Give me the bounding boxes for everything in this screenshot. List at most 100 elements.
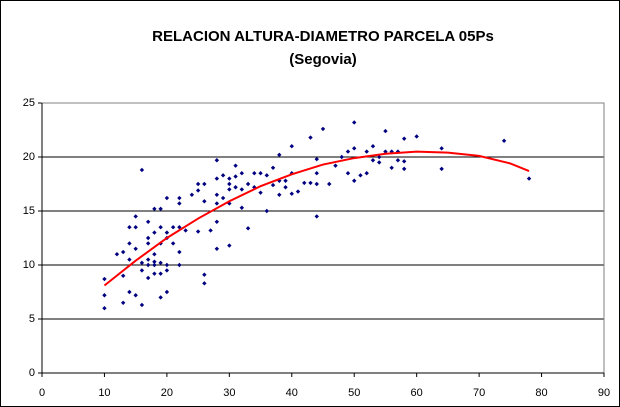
point <box>501 138 507 143</box>
x-tick-label: 20 <box>161 387 173 399</box>
y-tick-label: 0 <box>29 367 35 379</box>
point <box>158 225 163 230</box>
point <box>227 176 232 181</box>
point <box>170 225 176 230</box>
point <box>295 189 301 194</box>
point <box>202 181 207 187</box>
point <box>264 208 269 214</box>
point <box>158 271 163 276</box>
point <box>127 289 132 295</box>
point <box>127 225 132 230</box>
chart-title: RELACION ALTURA-DIAMETRO PARCELA 05Ps <box>152 28 494 45</box>
point <box>208 228 213 233</box>
y-tick-label: 5 <box>29 313 35 325</box>
point <box>370 144 376 149</box>
point <box>145 219 151 224</box>
point <box>183 228 188 233</box>
point <box>164 268 170 273</box>
point <box>233 163 238 168</box>
point <box>395 158 401 163</box>
point <box>308 135 313 140</box>
point <box>120 249 126 255</box>
point <box>339 154 344 160</box>
point <box>283 185 288 190</box>
point <box>214 201 220 206</box>
point <box>195 229 201 234</box>
point <box>127 257 132 262</box>
y-tick-label: 25 <box>23 97 35 109</box>
trendline <box>103 150 530 287</box>
point <box>401 159 407 164</box>
point <box>177 195 182 201</box>
point <box>164 262 170 268</box>
point <box>314 214 319 219</box>
point <box>145 235 151 241</box>
point <box>102 306 107 311</box>
x-tick-label: 60 <box>411 387 423 399</box>
point <box>314 171 319 176</box>
point <box>227 181 232 187</box>
point <box>364 149 369 154</box>
point <box>227 187 232 192</box>
point <box>202 272 207 277</box>
point <box>277 152 282 158</box>
point <box>102 293 107 298</box>
point <box>177 201 182 206</box>
point <box>152 230 157 235</box>
point <box>214 192 220 197</box>
point <box>352 120 357 125</box>
point <box>401 136 407 141</box>
point <box>270 182 276 188</box>
point <box>164 289 170 295</box>
point <box>370 158 376 163</box>
point <box>233 185 238 190</box>
point <box>377 154 382 160</box>
point <box>164 195 170 201</box>
point <box>127 241 132 246</box>
point <box>102 276 107 282</box>
x-tick-label: 40 <box>286 387 298 399</box>
point <box>202 199 207 204</box>
point <box>214 176 220 181</box>
point <box>327 181 332 187</box>
point <box>220 173 226 178</box>
point <box>352 178 357 183</box>
point <box>314 181 319 187</box>
point <box>145 262 151 268</box>
point <box>158 260 163 266</box>
point <box>289 144 294 149</box>
y-tick-label: 10 <box>23 259 35 271</box>
point <box>152 262 157 268</box>
point <box>220 195 226 201</box>
point <box>283 178 288 183</box>
point <box>120 300 126 305</box>
point <box>277 192 282 197</box>
x-tick-label: 50 <box>348 387 360 399</box>
point <box>170 241 176 246</box>
point <box>152 252 157 257</box>
point <box>239 187 245 192</box>
point <box>239 171 245 176</box>
x-tick-label: 90 <box>598 387 610 399</box>
point <box>345 171 351 176</box>
point <box>345 149 351 154</box>
point <box>164 230 170 235</box>
point <box>152 271 157 276</box>
point <box>139 302 145 308</box>
point <box>245 181 251 187</box>
point <box>364 171 369 176</box>
point <box>526 176 532 181</box>
point <box>133 225 138 230</box>
point <box>202 281 207 286</box>
x-tick-label: 10 <box>98 387 110 399</box>
point <box>264 173 269 178</box>
point <box>320 126 326 132</box>
point <box>145 275 151 281</box>
point <box>308 180 313 186</box>
point <box>302 180 307 186</box>
point <box>289 191 294 196</box>
point <box>177 225 182 230</box>
point <box>333 163 338 168</box>
